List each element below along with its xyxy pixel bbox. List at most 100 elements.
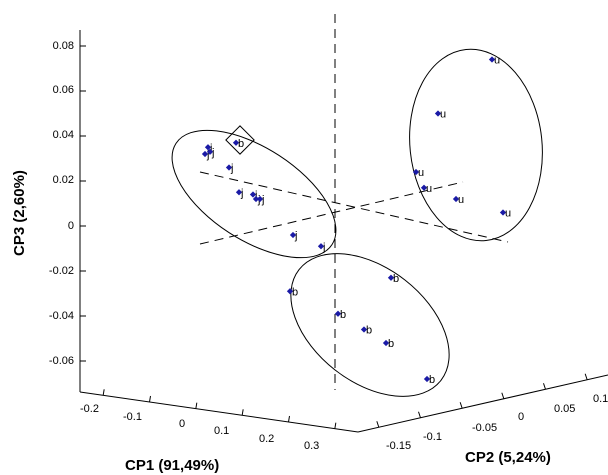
- data-point-label: b: [429, 374, 435, 386]
- data-point-label: u: [418, 167, 424, 179]
- data-point-label: j: [209, 142, 212, 154]
- y-axis-title: CP2 (5,24%): [465, 449, 551, 466]
- data-point-j: j: [249, 190, 257, 202]
- data-point-label: b: [393, 273, 399, 285]
- y-tick-label: 0.05: [554, 403, 575, 415]
- x-axis-title: CP1 (91,49%): [125, 457, 219, 474]
- data-point-u: u: [420, 183, 432, 195]
- data-point-label: b: [366, 325, 372, 337]
- data-point-marker: [252, 195, 260, 203]
- group-ellipse-b: [290, 253, 450, 397]
- x-axis-line: [79, 391, 359, 433]
- y-tick-mark: [459, 402, 463, 409]
- data-point-marker: [232, 139, 240, 146]
- data-point-j: j: [256, 194, 264, 206]
- data-point-label: u: [494, 55, 500, 67]
- data-points: jjjjjjjjjjuuuuuubbbbbbb: [201, 55, 511, 386]
- data-point-label: j: [230, 163, 233, 175]
- data-point-b: b: [360, 325, 372, 337]
- y-tick-mark: [584, 373, 588, 380]
- data-point-u: u: [499, 208, 511, 220]
- data-point-u: u: [412, 167, 424, 179]
- data-point-label: u: [505, 208, 511, 220]
- x-tick-mark: [102, 389, 105, 396]
- y-axis-tick-labels: -0.15 -0.1 -0.05 0 0.05 0.1: [386, 393, 608, 452]
- data-point-label: b: [340, 309, 346, 321]
- group-ellipse-j: [171, 129, 337, 259]
- x-tick-mark: [241, 409, 244, 416]
- data-point-label: j: [294, 230, 297, 242]
- z-tick-label: 0.02: [53, 174, 74, 186]
- data-point-marker: [204, 144, 212, 151]
- x-tick-label: 0.3: [304, 440, 319, 452]
- data-point-j: j: [289, 230, 297, 242]
- data-point-label: b: [388, 338, 394, 350]
- x-tick-mark: [149, 395, 151, 403]
- data-point-label: j: [240, 187, 243, 199]
- y-tick-mark: [418, 411, 421, 418]
- data-point-j: j: [235, 187, 243, 199]
- data-point-j: j: [204, 142, 212, 154]
- y-origin-dashed-line: [199, 181, 464, 245]
- data-point-b: b: [423, 374, 435, 386]
- x-tick-label: 0.2: [259, 433, 274, 445]
- data-point-u: u: [452, 194, 464, 206]
- data-point-marker: [360, 326, 368, 333]
- data-point-label: j: [322, 241, 325, 253]
- data-point-marker: [286, 288, 294, 295]
- data-point-label: b: [292, 286, 298, 298]
- data-point-u: u: [434, 109, 446, 121]
- data-point-marker: [382, 339, 390, 347]
- data-point-marker: [334, 310, 342, 317]
- data-point-b: b: [382, 338, 394, 350]
- data-point-j: j: [317, 241, 325, 253]
- y-axis-line: [357, 374, 608, 433]
- data-point-label: u: [458, 194, 464, 206]
- data-point-marker: [235, 189, 243, 196]
- data-point-b: b: [387, 273, 399, 285]
- data-point-label: u: [426, 183, 432, 195]
- data-point-marker: [225, 164, 233, 171]
- z-tick-label: 0.06: [53, 84, 74, 96]
- axes-frame: [79, 30, 608, 433]
- data-point-label: u: [440, 109, 446, 121]
- z-tick-label: -0.06: [49, 355, 74, 367]
- group-ellipses: [171, 48, 543, 397]
- x-tick-mark: [334, 422, 337, 429]
- data-point-u: u: [488, 55, 500, 67]
- group-ellipse-u: [409, 48, 543, 242]
- z-tick-label: 0: [68, 220, 74, 232]
- data-point-marker: [387, 274, 395, 281]
- y-tick-label: 0.1: [593, 393, 608, 405]
- data-point-label: j: [254, 190, 257, 202]
- data-point-b: b: [232, 138, 244, 150]
- z-tick-label: 0.08: [53, 40, 74, 52]
- z-tick-label: -0.04: [49, 310, 74, 322]
- y-tick-mark: [543, 383, 546, 390]
- data-point-marker: [201, 150, 209, 158]
- data-point-j: j: [201, 149, 209, 161]
- y-tick-label: -0.05: [472, 422, 497, 434]
- data-point-label: j: [261, 194, 264, 206]
- highlight-diamond-marker: [225, 125, 255, 155]
- x-tick-mark: [195, 402, 198, 409]
- data-point-label: b: [238, 138, 244, 150]
- data-point-marker: [206, 148, 214, 155]
- x-axis-tick-marks: [102, 389, 337, 429]
- data-point-label: j: [206, 149, 209, 161]
- x-tick-label: 0.1: [214, 425, 229, 437]
- x-tick-mark: [288, 415, 290, 423]
- z-axis-tick-marks: [80, 45, 86, 362]
- z-axis-title: CP3 (2,60%): [11, 170, 28, 256]
- x-tick-label: -0.1: [123, 411, 142, 423]
- data-point-marker: [249, 191, 257, 198]
- y-axis-tick-marks: [376, 373, 588, 428]
- z-tick-label: 0.04: [53, 129, 74, 141]
- y-tick-mark: [501, 392, 505, 399]
- origin-dashed-axes: [199, 14, 509, 390]
- z-axis-tick-labels: 0.08 0.06 0.04 0.02 0 -0.02 -0.04 -0.06: [49, 40, 74, 367]
- y-tick-mark: [376, 421, 380, 428]
- data-point-b: b: [334, 309, 346, 321]
- data-point-label: j: [211, 147, 214, 159]
